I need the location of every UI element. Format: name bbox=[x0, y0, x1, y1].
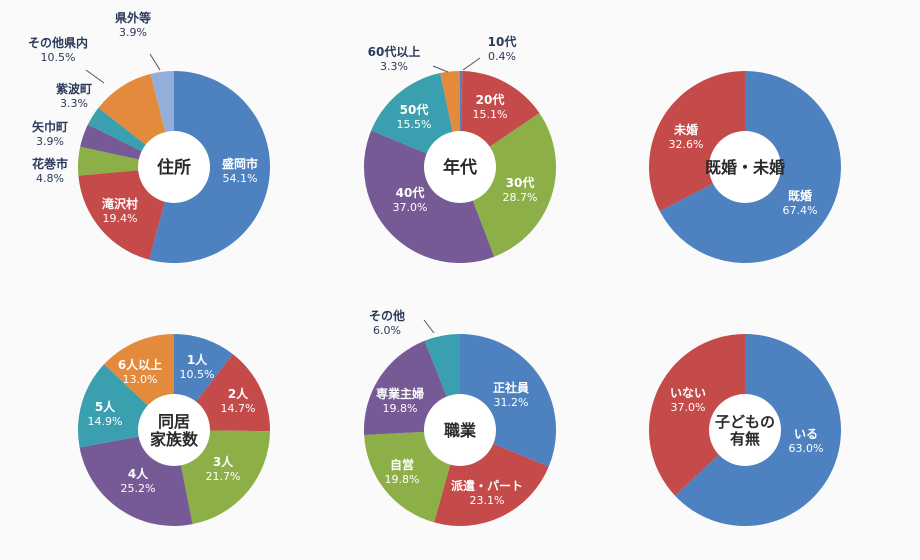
slice-label: 40代 bbox=[396, 185, 425, 200]
slice-label: 正社員 bbox=[493, 380, 529, 395]
slice-percent: 25.2% bbox=[121, 482, 156, 495]
slice-label: その他県内 bbox=[28, 35, 88, 50]
slice-percent: 3.3% bbox=[380, 60, 408, 73]
slice-percent: 4.8% bbox=[36, 172, 64, 185]
slice-percent: 10.5% bbox=[41, 51, 76, 64]
slice-percent: 3.3% bbox=[60, 97, 88, 110]
leader-line bbox=[85, 69, 105, 84]
slice-percent: 3.9% bbox=[119, 26, 147, 39]
slice-label: 20代 bbox=[476, 92, 505, 107]
donut-hole bbox=[709, 131, 781, 203]
donut-hole bbox=[138, 131, 210, 203]
slice-percent: 37.0% bbox=[393, 201, 428, 214]
slice-percent: 37.0% bbox=[671, 401, 706, 414]
chart-title: 職業 bbox=[444, 421, 477, 440]
donut-chart-1: 住所 盛岡市54.1%滝沢村19.4%花巻市4.8%矢巾町3.9%紫波町3.3%そ… bbox=[28, 10, 270, 263]
slice-percent: 6.0% bbox=[373, 324, 401, 337]
pie-slice bbox=[363, 130, 495, 264]
slice-percent: 10.5% bbox=[180, 368, 215, 381]
slice-label: 5人 bbox=[95, 399, 116, 414]
slice-label: いる bbox=[794, 427, 818, 441]
donut-hole bbox=[424, 131, 496, 203]
slice-percent: 19.4% bbox=[103, 212, 138, 225]
slice-percent: 67.4% bbox=[783, 204, 818, 217]
slice-percent: 19.8% bbox=[385, 473, 420, 486]
slice-label: いない bbox=[670, 386, 706, 400]
leader-line bbox=[462, 57, 481, 71]
leader-line bbox=[149, 53, 161, 71]
chart-title: 住所 bbox=[157, 157, 191, 178]
slice-percent: 14.7% bbox=[221, 402, 256, 415]
slice-label: 派遣・パート bbox=[451, 478, 523, 493]
slice-label: 30代 bbox=[506, 175, 535, 190]
slice-percent: 19.8% bbox=[383, 402, 418, 415]
donut-hole bbox=[138, 394, 210, 466]
slice-label: 4人 bbox=[128, 466, 149, 481]
slice-label: 花巻市 bbox=[32, 156, 68, 171]
slice-label: 滝沢村 bbox=[102, 196, 138, 211]
slice-label: 6人以上 bbox=[118, 357, 162, 372]
slice-percent: 21.7% bbox=[206, 470, 241, 483]
slice-percent: 54.1% bbox=[223, 172, 258, 185]
slice-label: 60代以上 bbox=[368, 44, 421, 59]
slice-label: 10代 bbox=[488, 34, 517, 49]
chart-title: 年代 bbox=[443, 157, 477, 178]
slice-label: 3人 bbox=[213, 454, 234, 469]
slice-percent: 32.6% bbox=[669, 138, 704, 151]
chart-title: 同居家族数 bbox=[150, 412, 199, 449]
slice-percent: 3.9% bbox=[36, 135, 64, 148]
slice-label: 県外等 bbox=[115, 10, 151, 25]
slice-percent: 14.9% bbox=[88, 415, 123, 428]
slice-percent: 28.7% bbox=[503, 191, 538, 204]
slice-percent: 15.1% bbox=[473, 108, 508, 121]
slice-label: 盛岡市 bbox=[222, 156, 258, 171]
slice-label: 2人 bbox=[228, 386, 249, 401]
slice-label: その他 bbox=[369, 308, 405, 323]
slice-label: 専業主婦 bbox=[376, 386, 424, 401]
leader-line bbox=[432, 65, 449, 73]
chart-title: 子どもの有無 bbox=[715, 413, 775, 448]
slice-label: 紫波町 bbox=[56, 81, 92, 96]
pie-slice bbox=[648, 334, 745, 496]
leader-line bbox=[423, 319, 435, 334]
chart-title: 既婚・未婚 bbox=[705, 158, 785, 177]
slice-percent: 15.5% bbox=[397, 118, 432, 131]
donut-hole bbox=[424, 394, 496, 466]
slice-percent: 63.0% bbox=[789, 442, 824, 455]
slice-label: 未婚 bbox=[673, 122, 698, 137]
slice-percent: 23.1% bbox=[470, 494, 505, 507]
slice-label: 1人 bbox=[187, 352, 208, 367]
slice-label: 矢巾町 bbox=[32, 119, 68, 134]
pie-slice bbox=[460, 113, 557, 257]
slice-label: 既婚 bbox=[788, 188, 812, 203]
donut-chart-5: 職業正社員31.2%派遣・パート23.1%自営19.8%専業主婦19.8%その他… bbox=[364, 308, 557, 527]
donut-hole bbox=[709, 394, 781, 466]
slice-label: 自営 bbox=[390, 457, 414, 472]
slice-percent: 0.4% bbox=[488, 50, 516, 63]
slice-percent: 31.2% bbox=[494, 396, 529, 409]
slice-percent: 13.0% bbox=[123, 373, 158, 386]
slice-label: 50代 bbox=[400, 102, 429, 117]
